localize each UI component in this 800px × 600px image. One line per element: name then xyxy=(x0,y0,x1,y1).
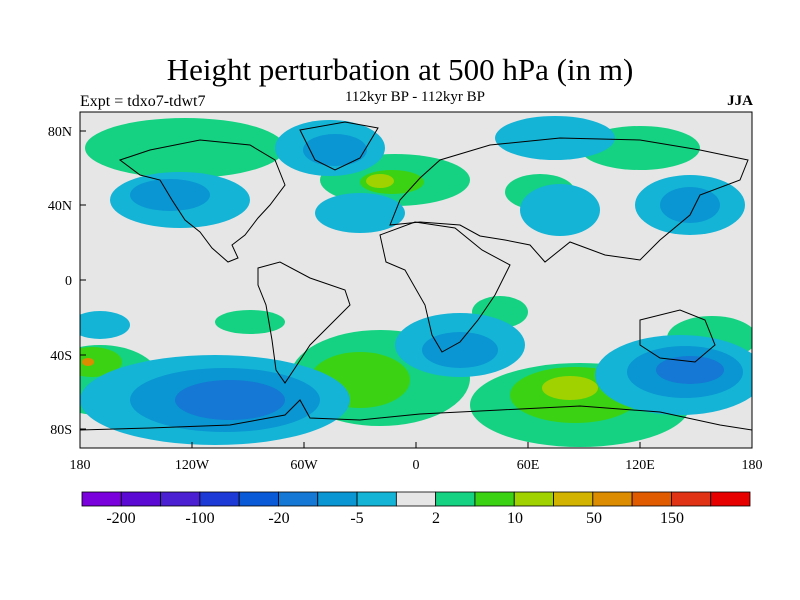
greenland-coast xyxy=(299,121,379,171)
lat-tick-label: 80N xyxy=(48,125,72,140)
lon-tick-label: 60E xyxy=(517,458,540,473)
colorbar xyxy=(81,491,751,507)
colorbar-label: 10 xyxy=(507,510,523,527)
colorbar-swatch xyxy=(513,491,554,507)
lon-tick-label: 180 xyxy=(742,458,763,473)
north-america-coast xyxy=(118,139,286,263)
colorbar-swatch xyxy=(160,491,201,507)
plot-subtitle: 112kyr BP - 112kyr BP xyxy=(344,89,485,105)
colorbar-swatch xyxy=(356,491,397,507)
colorbar-swatch xyxy=(238,491,279,507)
experiment-label: Expt = tdxo7-tdwt7 xyxy=(80,93,206,110)
colorbar-swatch xyxy=(435,491,476,507)
lon-tick-label: 0 xyxy=(413,458,420,473)
south-america-coast xyxy=(257,261,351,384)
colorbar-label: -5 xyxy=(350,510,363,527)
latitude-axis: 80N 40N 0 40S 80S xyxy=(48,125,86,438)
colorbar-swatch xyxy=(199,491,240,507)
colorbar-labels: -200 -100 -20 -5 2 10 50 150 xyxy=(106,510,684,527)
lon-tick-label: 120E xyxy=(625,458,655,473)
longitude-axis: 180 120W 60W 0 60E 120E 180 xyxy=(70,442,763,473)
colorbar-label: -100 xyxy=(185,510,214,527)
colorbar-swatch xyxy=(631,491,672,507)
colorbar-swatch xyxy=(553,491,594,507)
colorbar-swatch xyxy=(710,491,751,507)
colorbar-swatch xyxy=(278,491,319,507)
africa-coast xyxy=(379,221,511,353)
lon-tick-label: 120W xyxy=(175,458,210,473)
australia-coast xyxy=(639,309,716,363)
colorbar-label: 50 xyxy=(586,510,602,527)
colorbar-swatch xyxy=(81,491,122,507)
colorbar-swatch xyxy=(474,491,515,507)
lat-tick-label: 0 xyxy=(65,274,72,289)
lat-tick-label: 80S xyxy=(50,423,72,438)
colorbar-label: -200 xyxy=(106,510,135,527)
colorbar-label: 150 xyxy=(660,510,684,527)
season-label: JJA xyxy=(727,93,753,109)
colorbar-swatch xyxy=(120,491,161,507)
negative-anomaly-areas xyxy=(80,116,752,445)
lat-tick-label: 40S xyxy=(50,349,72,364)
eurasia-coast xyxy=(389,137,749,263)
lon-tick-label: 180 xyxy=(70,458,91,473)
colorbar-label: -20 xyxy=(268,510,289,527)
coastlines xyxy=(80,121,752,431)
colorbar-swatch xyxy=(395,491,437,507)
colorbar-swatch xyxy=(317,491,358,507)
colorbar-label: 2 xyxy=(432,510,440,527)
colorbar-swatch xyxy=(592,491,633,507)
lat-tick-label: 40N xyxy=(48,199,72,214)
antarctica-coast xyxy=(80,399,752,431)
lon-tick-label: 60W xyxy=(290,458,318,473)
colorbar-swatch xyxy=(671,491,712,507)
plot-title: Height perturbation at 500 hPa (in m) xyxy=(166,52,634,87)
